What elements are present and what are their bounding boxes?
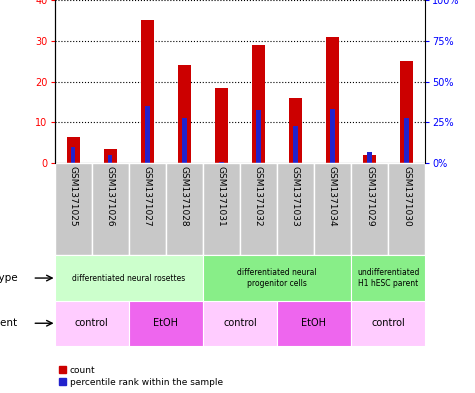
Text: differentiated neural rosettes: differentiated neural rosettes <box>72 274 185 283</box>
Bar <box>129 163 166 255</box>
Text: EtOH: EtOH <box>153 318 178 328</box>
Bar <box>129 301 203 346</box>
Bar <box>55 255 203 301</box>
Bar <box>145 106 150 163</box>
Bar <box>277 301 351 346</box>
Bar <box>330 109 335 163</box>
Bar <box>351 255 425 301</box>
Bar <box>351 163 388 255</box>
Bar <box>66 137 80 163</box>
Bar <box>203 301 277 346</box>
Bar <box>314 163 351 255</box>
Bar <box>400 61 413 163</box>
Bar <box>55 163 92 255</box>
Legend: count, percentile rank within the sample: count, percentile rank within the sample <box>59 366 223 387</box>
Bar <box>351 301 425 346</box>
Text: GSM1371028: GSM1371028 <box>180 166 189 226</box>
Bar <box>215 88 228 163</box>
Bar <box>203 163 240 255</box>
Text: GSM1371027: GSM1371027 <box>143 166 152 226</box>
Bar <box>240 163 277 255</box>
Bar <box>108 155 113 163</box>
Bar <box>166 163 203 255</box>
Text: GSM1371030: GSM1371030 <box>402 166 411 227</box>
Text: GSM1371029: GSM1371029 <box>365 166 374 226</box>
Bar <box>388 163 425 255</box>
Text: GSM1371034: GSM1371034 <box>328 166 337 226</box>
Bar <box>71 147 76 163</box>
Text: differentiated neural
progenitor cells: differentiated neural progenitor cells <box>237 268 317 288</box>
Bar <box>289 98 302 163</box>
Bar <box>326 37 339 163</box>
Bar <box>182 118 187 163</box>
Text: GSM1371031: GSM1371031 <box>217 166 226 227</box>
Text: EtOH: EtOH <box>302 318 326 328</box>
Bar <box>92 163 129 255</box>
Bar <box>363 155 376 163</box>
Bar <box>203 255 351 301</box>
Bar <box>277 163 314 255</box>
Bar <box>178 65 191 163</box>
Text: control: control <box>75 318 109 328</box>
Bar <box>55 301 129 346</box>
Bar <box>252 45 265 163</box>
Bar <box>293 127 298 163</box>
Text: GSM1371026: GSM1371026 <box>106 166 114 226</box>
Text: undifferentiated
H1 hESC parent: undifferentiated H1 hESC parent <box>357 268 419 288</box>
Text: cell type: cell type <box>0 273 18 283</box>
Bar <box>367 152 372 163</box>
Text: GSM1371025: GSM1371025 <box>69 166 77 226</box>
Bar <box>256 110 261 163</box>
Bar <box>141 20 154 163</box>
Text: control: control <box>223 318 257 328</box>
Text: control: control <box>371 318 405 328</box>
Bar <box>104 149 117 163</box>
Bar <box>404 118 409 163</box>
Bar <box>219 162 224 163</box>
Text: agent: agent <box>0 318 18 328</box>
Text: GSM1371033: GSM1371033 <box>291 166 300 227</box>
Text: GSM1371032: GSM1371032 <box>254 166 263 226</box>
